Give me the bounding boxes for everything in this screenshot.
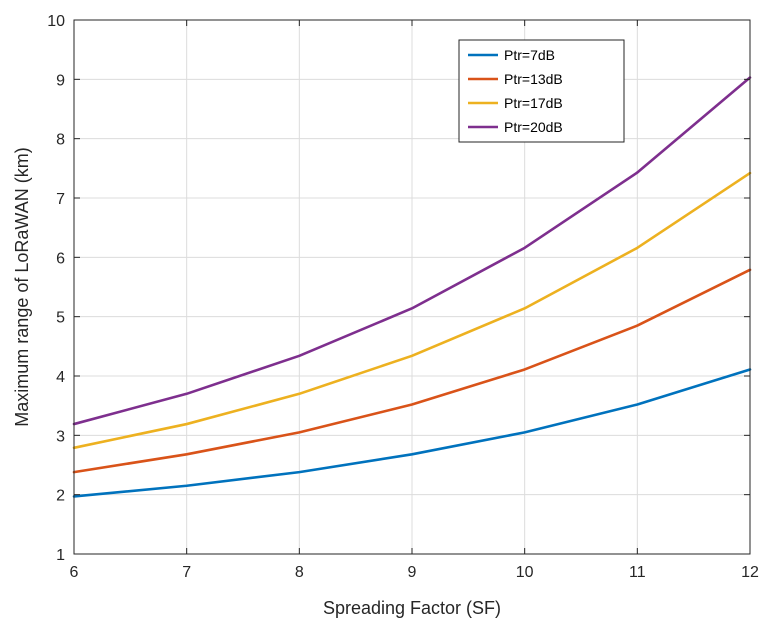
x-tick-label: 6 [70,564,79,581]
y-tick-label: 1 [56,547,65,564]
legend: Ptr=7dB Ptr=13dB Ptr=17dB Ptr=20dB [458,39,625,143]
y-tick-label: 4 [56,369,65,386]
x-axis-ticks: 6 7 8 9 10 11 12 [70,20,759,581]
x-tick-label: 10 [516,564,534,581]
y-tick-label: 3 [56,428,65,445]
y-axis-ticks: 1 2 3 4 5 6 7 8 9 10 [47,13,750,564]
x-tick-label: 11 [629,564,646,581]
x-tick-label: 9 [408,564,417,581]
series-lines [72,76,752,498]
x-axis-label: Spreading Factor (SF) [323,598,501,618]
x-tick-label: 7 [182,564,191,581]
series-line-3 [72,76,752,426]
legend-label: Ptr=13dB [504,71,563,87]
y-tick-label: 10 [47,13,65,30]
series-line-0 [72,368,752,498]
y-tick-label: 8 [56,132,65,149]
y-tick-label: 2 [56,488,65,505]
y-tick-label: 9 [56,72,65,89]
y-tick-label: 5 [56,310,65,327]
series-line-2 [72,171,752,450]
x-tick-label: 12 [741,564,759,581]
legend-label: Ptr=17dB [504,95,563,111]
y-tick-label: 7 [56,191,65,208]
legend-items: Ptr=7dB Ptr=13dB Ptr=17dB Ptr=20dB [468,47,563,135]
legend-label: Ptr=7dB [504,47,555,63]
series-line-1 [72,268,752,474]
grid [73,19,751,555]
y-axis-label: Maximum range of LoRaWAN (km) [12,147,32,426]
legend-box [458,39,625,143]
legend-label: Ptr=20dB [504,119,563,135]
y-tick-label: 6 [56,250,65,267]
x-tick-label: 8 [295,564,304,581]
